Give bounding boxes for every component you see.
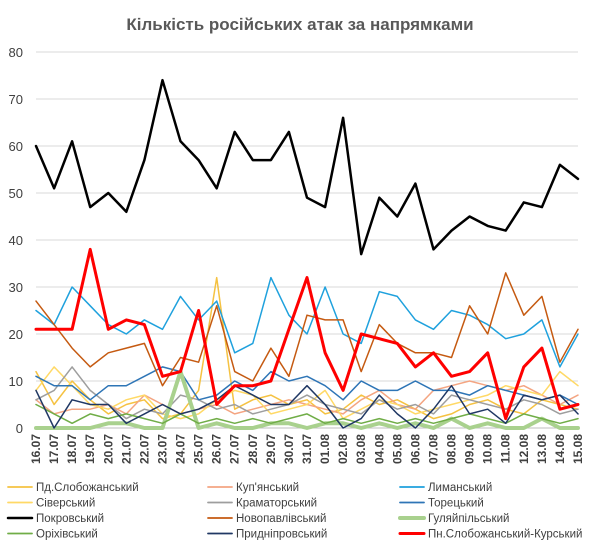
x-axis-ticks: 16.07 17.07 18.07 19.07 20.07 21.07 22.07 23.07…	[29, 434, 585, 464]
series-line-5	[35, 366, 579, 420]
x-tick-label: 07.08	[426, 434, 440, 464]
x-tick-label: 18.07	[65, 434, 79, 464]
x-tick-label: 29.07	[264, 434, 278, 464]
legend-label: Гуляйпільський	[428, 513, 509, 525]
legend-label: Пд.Слобожанський	[36, 482, 139, 494]
y-tick-label: 10	[9, 374, 23, 389]
x-tick-label: 06.08	[408, 434, 422, 464]
series-line-7	[34, 78, 580, 256]
series-line-11	[35, 384, 579, 429]
y-tick-label: 50	[9, 186, 23, 201]
series-line-10	[35, 403, 579, 425]
legend-label: Оріхівський	[36, 529, 98, 540]
legend-label: Куп'янський	[236, 482, 299, 494]
legend-label: Сіверський	[36, 498, 95, 510]
y-tick-label: 60	[9, 139, 23, 154]
x-tick-label: 31.07	[300, 434, 314, 464]
x-tick-label: 03.08	[354, 434, 368, 464]
y-axis-ticks: 0 10 20 30 40 50 60 70 80	[9, 45, 23, 436]
x-tick-label: 10.08	[481, 434, 495, 464]
x-tick-label: 26.07	[210, 434, 224, 464]
x-tick-label: 24.07	[174, 434, 188, 464]
chart-title: Кількість російських атак за напрямками	[126, 15, 473, 34]
legend-label: Пн.Слобожанський-Курський	[428, 529, 582, 540]
series-line-8	[35, 272, 579, 387]
x-tick-label: 15.08	[571, 434, 585, 464]
series-line-1	[35, 276, 579, 420]
x-tick-label: 11.08	[499, 434, 513, 464]
series-line-12	[34, 247, 580, 421]
y-tick-label: 40	[9, 233, 23, 248]
legend-label: Торецький	[428, 498, 484, 510]
y-tick-label: 30	[9, 280, 23, 295]
x-tick-label: 01.08	[318, 434, 332, 464]
y-tick-label: 80	[9, 45, 23, 60]
legend-label: Покровський	[36, 513, 104, 525]
x-tick-label: 21.07	[119, 434, 133, 464]
legend: Пд.Слобожанський Куп'янський Лиманський Сів…	[6, 482, 582, 540]
x-tick-label: 04.08	[372, 434, 386, 464]
x-tick-label: 25.07	[192, 434, 206, 464]
x-tick-label: 12.08	[517, 434, 531, 464]
x-tick-label: 08.08	[445, 434, 459, 464]
x-tick-label: 16.07	[29, 434, 43, 464]
legend-label: Краматорський	[236, 498, 317, 510]
series-lines	[34, 78, 580, 430]
x-tick-label: 22.07	[137, 434, 151, 464]
x-tick-label: 28.07	[246, 434, 260, 464]
y-tick-label: 0	[16, 421, 23, 436]
series-line-6	[35, 366, 579, 406]
x-tick-label: 02.08	[336, 434, 350, 464]
x-tick-label: 17.07	[47, 434, 61, 464]
x-tick-label: 19.07	[83, 434, 97, 464]
x-tick-label: 05.08	[390, 434, 404, 464]
x-tick-label: 20.07	[101, 434, 115, 464]
y-tick-label: 70	[9, 92, 23, 107]
x-tick-label: 14.08	[553, 434, 567, 464]
gridlines	[36, 51, 578, 429]
y-tick-label: 20	[9, 327, 23, 342]
x-tick-label: 27.07	[228, 434, 242, 464]
legend-label: Новопавлівський	[236, 513, 326, 525]
x-tick-label: 30.07	[282, 434, 296, 464]
series-line-3	[35, 276, 579, 368]
x-tick-label: 09.08	[463, 434, 477, 464]
series-line-4	[35, 366, 579, 420]
x-tick-label: 23.07	[155, 434, 169, 464]
legend-label: Лиманський	[428, 482, 492, 494]
x-tick-label: 13.08	[535, 434, 549, 464]
legend-label: Придніпровський	[236, 529, 327, 540]
